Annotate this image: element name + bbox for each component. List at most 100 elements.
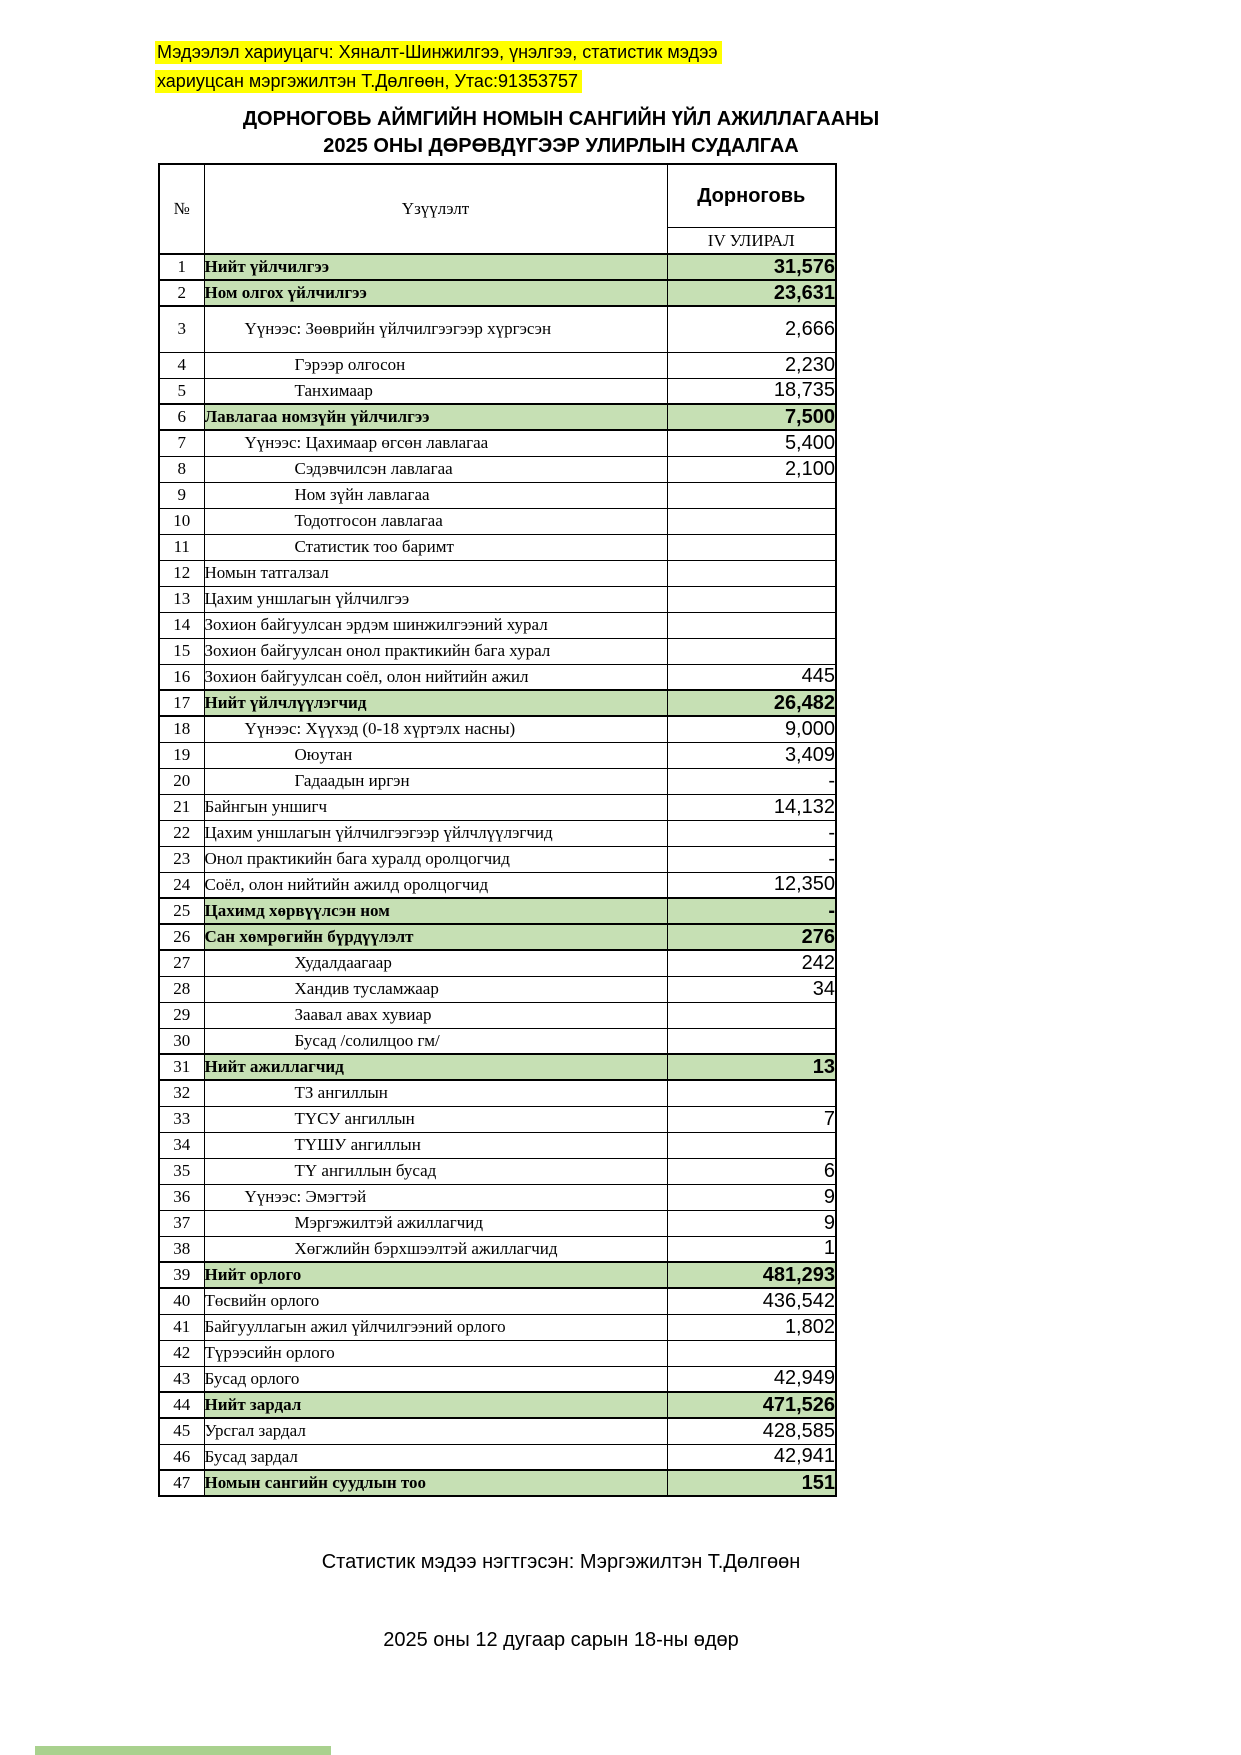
- table-row: 18 Үүнээс: Хүүхэд (0-18 хүртэлх насны) 9,0…: [158, 715, 837, 743]
- row-value: 14,132: [666, 793, 837, 821]
- row-number: 19: [158, 741, 205, 769]
- row-number: 9: [158, 481, 205, 509]
- table-row: 2 Ном олгох үйлчилгээ 23,631: [158, 279, 837, 307]
- row-number: 33: [158, 1105, 205, 1133]
- table-row: 19 Оюутан 3,409: [158, 741, 837, 769]
- table-row: 14 Зохион байгуулсан эрдэм шинжилгээний х…: [158, 611, 837, 639]
- row-label: Ном олгох үйлчилгээ: [203, 279, 668, 307]
- row-label: Үүнээс: Хүүхэд (0-18 хүртэлх насны): [203, 715, 668, 743]
- column-header-region: Дорноговь: [666, 163, 837, 228]
- row-label: Номын татгалзал: [203, 559, 668, 587]
- row-value: [666, 559, 837, 587]
- table-row: 13 Цахим уншлагын үйлчилгээ: [158, 585, 837, 613]
- table-row: 16 Зохион байгуулсан соёл, олон нийтийн а…: [158, 663, 837, 691]
- row-number: 24: [158, 871, 205, 899]
- table-row: 24 Соёл, олон нийтийн ажилд оролцогчид 12,…: [158, 871, 837, 899]
- row-number: 23: [158, 845, 205, 873]
- row-number: 36: [158, 1183, 205, 1211]
- table-row: 36 Үүнээс: Эмэгтэй 9: [158, 1183, 837, 1211]
- table-row: 26 Сан хөмрөгийн бүрдүүлэлт 276: [158, 923, 837, 951]
- row-value: 34: [666, 975, 837, 1003]
- row-label: Нийт үйлчилгээ: [203, 253, 668, 281]
- table-row: 39 Нийт орлого 481,293: [158, 1261, 837, 1289]
- row-number: 37: [158, 1209, 205, 1237]
- table-row: 28 Хандив тусламжаар 34: [158, 975, 837, 1003]
- row-value: [666, 1001, 837, 1029]
- row-label: Онол практикийн бага хуралд оролцогчид: [203, 845, 668, 873]
- row-number: 39: [158, 1261, 205, 1289]
- row-label: Цахим уншлагын үйлчилгээ: [203, 585, 668, 613]
- row-value: 471,526: [666, 1391, 837, 1419]
- table-row: 15 Зохион байгуулсан онол практикийн бага…: [158, 637, 837, 665]
- row-label: Ном зүйн лавлагаа: [203, 481, 668, 509]
- row-value: [666, 585, 837, 613]
- table-row: 27 Худалдаагаар 242: [158, 949, 837, 977]
- table-row: 1 Нийт үйлчилгээ 31,576: [158, 253, 837, 281]
- responsible-person-note: Мэдээлэл хариуцагч: Хяналт-Шинжилгээ, үн…: [155, 38, 722, 96]
- row-label: Гэрээр олгосон: [203, 351, 668, 379]
- statistics-table: № Үзүүлэлт Дорноговь IV УЛИРАЛ 1 Нийт үйл…: [158, 163, 837, 1497]
- row-label: Үүнээс: Зөөврийн үйлчилгээгээр хүргэсэн: [203, 305, 668, 353]
- row-value: 9,000: [666, 715, 837, 743]
- row-number: 1: [158, 253, 205, 281]
- row-value: 42,941: [666, 1443, 837, 1471]
- row-number: 27: [158, 949, 205, 977]
- row-number: 29: [158, 1001, 205, 1029]
- table-header: № Үзүүлэлт Дорноговь IV УЛИРАЛ: [158, 163, 837, 255]
- table-row: 31 Нийт ажиллагчид 13: [158, 1053, 837, 1081]
- row-label: Тодотгосон лавлагаа: [203, 507, 668, 535]
- row-value: 1: [666, 1235, 837, 1263]
- table-row: 10 Тодотгосон лавлагаа: [158, 507, 837, 535]
- row-label: Урсгал зардал: [203, 1417, 668, 1445]
- row-value: -: [666, 845, 837, 873]
- table-row: 3 Үүнээс: Зөөврийн үйлчилгээгээр хүргэсэн…: [158, 305, 837, 353]
- row-number: 28: [158, 975, 205, 1003]
- row-number: 47: [158, 1469, 205, 1497]
- row-number: 32: [158, 1079, 205, 1107]
- row-value: 18,735: [666, 377, 837, 405]
- row-value: [666, 1131, 837, 1159]
- row-number: 14: [158, 611, 205, 639]
- row-label: Зохион байгуулсан соёл, олон нийтийн ажи…: [203, 663, 668, 691]
- row-value: 242: [666, 949, 837, 977]
- row-label: ТҮ ангиллын бусад: [203, 1157, 668, 1185]
- row-label: Соёл, олон нийтийн ажилд оролцогчид: [203, 871, 668, 899]
- row-value: 6: [666, 1157, 837, 1185]
- row-label: Заавал авах хувиар: [203, 1001, 668, 1029]
- compiled-by-line: Статистик мэдээ нэгтгэсэн: Мэргэжилтэн Т…: [321, 1551, 801, 1573]
- row-number: 3: [158, 305, 205, 353]
- row-number: 11: [158, 533, 205, 561]
- table-row: 42 Түрээсийн орлого: [158, 1339, 837, 1367]
- row-number: 16: [158, 663, 205, 691]
- column-header-quarter: IV УЛИРАЛ: [666, 227, 837, 255]
- row-label: Нийт үйлчлүүлэгчид: [203, 689, 668, 717]
- row-label: Гадаадын иргэн: [203, 767, 668, 795]
- table-row: 20 Гадаадын иргэн -: [158, 767, 837, 795]
- row-label: Үүнээс: Цахимаар өгсөн лавлагаа: [203, 429, 668, 457]
- page-title: ДОРНОГОВЬ АЙМГИЙН НОМЫН САНГИЙН ҮЙЛ АЖИЛ…: [155, 106, 967, 160]
- row-number: 46: [158, 1443, 205, 1471]
- table-row: 6 Лавлагаа номзүйн үйлчилгээ 7,500: [158, 403, 837, 431]
- green-strip: [35, 1746, 331, 1755]
- row-label: ТҮШУ ангиллын: [203, 1131, 668, 1159]
- row-label: Нийт зардал: [203, 1391, 668, 1419]
- row-value: 2,230: [666, 351, 837, 379]
- row-number: 44: [158, 1391, 205, 1419]
- row-value: [666, 533, 837, 561]
- table-row: 23 Онол практикийн бага хуралд оролцогчид…: [158, 845, 837, 873]
- row-number: 31: [158, 1053, 205, 1081]
- row-number: 22: [158, 819, 205, 847]
- row-number: 15: [158, 637, 205, 665]
- row-number: 35: [158, 1157, 205, 1185]
- row-value: 436,542: [666, 1287, 837, 1315]
- table-row: 41 Байгууллагын ажил үйлчилгээний орлого 1…: [158, 1313, 837, 1341]
- row-number: 2: [158, 279, 205, 307]
- table-row: 8 Сэдэвчилсэн лавлагаа 2,100: [158, 455, 837, 483]
- row-label: Сэдэвчилсэн лавлагаа: [203, 455, 668, 483]
- row-label: Мэргэжилтэй ажиллагчид: [203, 1209, 668, 1237]
- row-value: 481,293: [666, 1261, 837, 1289]
- row-value: [666, 611, 837, 639]
- row-value: 9: [666, 1209, 837, 1237]
- row-value: -: [666, 897, 837, 925]
